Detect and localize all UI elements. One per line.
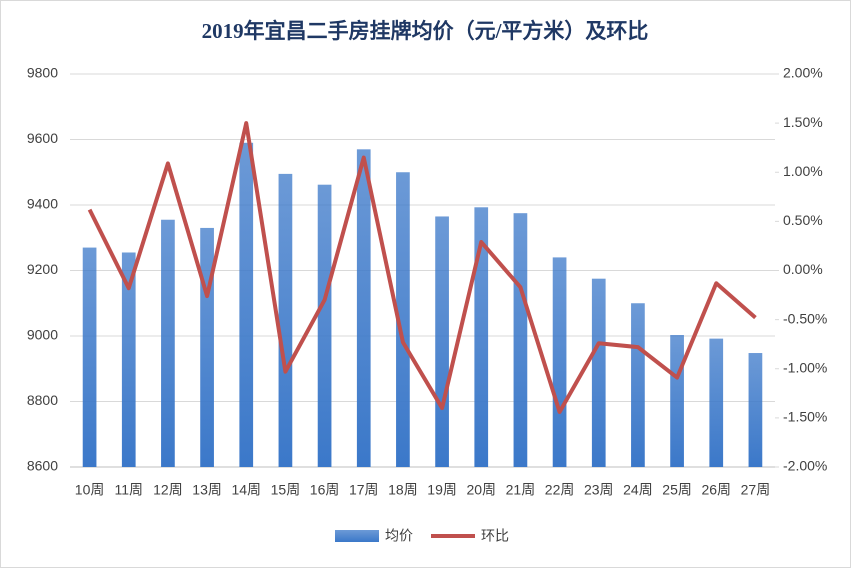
x-tick-label: 14周 — [231, 482, 261, 498]
y-tick-label: 9400 — [27, 196, 58, 212]
x-tick-label: 25周 — [662, 482, 692, 498]
line — [87, 121, 757, 414]
y-tick-label: 9000 — [27, 327, 58, 343]
x-tick-label: 22周 — [545, 482, 575, 498]
bar — [317, 184, 332, 467]
y2-tick-label: -1.00% — [783, 359, 827, 375]
bar — [513, 213, 528, 467]
y2-tick-label: 0.00% — [783, 261, 823, 277]
y-tick-label: 9600 — [27, 130, 58, 146]
legend-label: 均价 — [385, 528, 413, 544]
bar — [435, 216, 449, 467]
bar — [161, 219, 175, 467]
y2-tick-label: -2.00% — [783, 458, 827, 474]
bar — [396, 172, 410, 467]
x-tick-label: 18周 — [388, 482, 418, 498]
x-tick-label: 23周 — [584, 482, 614, 498]
y-tick-label: 8800 — [27, 392, 58, 408]
y-tick-label: 8600 — [27, 458, 58, 474]
x-tick-label: 21周 — [506, 482, 536, 498]
bar — [552, 257, 567, 467]
x-tick-label: 13周 — [192, 482, 222, 498]
bar — [239, 142, 254, 467]
x-tick-label: 16周 — [310, 482, 340, 498]
x-tick-label: 26周 — [701, 482, 731, 498]
bar — [200, 227, 214, 467]
x-tick-label: 17周 — [349, 482, 379, 498]
y-tick-label: 9800 — [27, 65, 58, 81]
y2-tick-label: 0.50% — [783, 212, 823, 228]
legend-label: 环比 — [481, 528, 509, 544]
bar — [82, 247, 97, 467]
y2-tick-label: 2.00% — [783, 65, 823, 81]
y2-tick-label: -1.50% — [783, 409, 827, 425]
y-tick-label: 9200 — [27, 261, 58, 277]
y2-tick-label: 1.50% — [783, 114, 823, 130]
legend-swatch — [335, 530, 379, 542]
x-tick-label: 15周 — [271, 482, 301, 498]
x-tick-label: 24周 — [623, 482, 653, 498]
bar — [356, 149, 371, 467]
bar — [591, 278, 606, 467]
bar — [278, 173, 293, 467]
x-tick-label: 19周 — [427, 482, 457, 498]
chart-title: 2019年宜昌二手房挂牌均价（元/平方米）及环比 — [202, 19, 649, 43]
y2-tick-label: -0.50% — [783, 310, 827, 326]
bar — [748, 353, 763, 467]
bar — [709, 338, 724, 467]
bar — [121, 252, 136, 467]
bar — [474, 207, 489, 468]
x-tick-label: 12周 — [153, 482, 183, 498]
x-tick-label: 20周 — [466, 482, 496, 498]
bar — [631, 303, 645, 467]
x-tick-label: 11周 — [114, 482, 143, 498]
x-tick-label: 10周 — [75, 482, 105, 498]
x-tick-label: 27周 — [741, 482, 771, 498]
y2-tick-label: 1.00% — [783, 163, 823, 179]
bar — [670, 335, 684, 467]
